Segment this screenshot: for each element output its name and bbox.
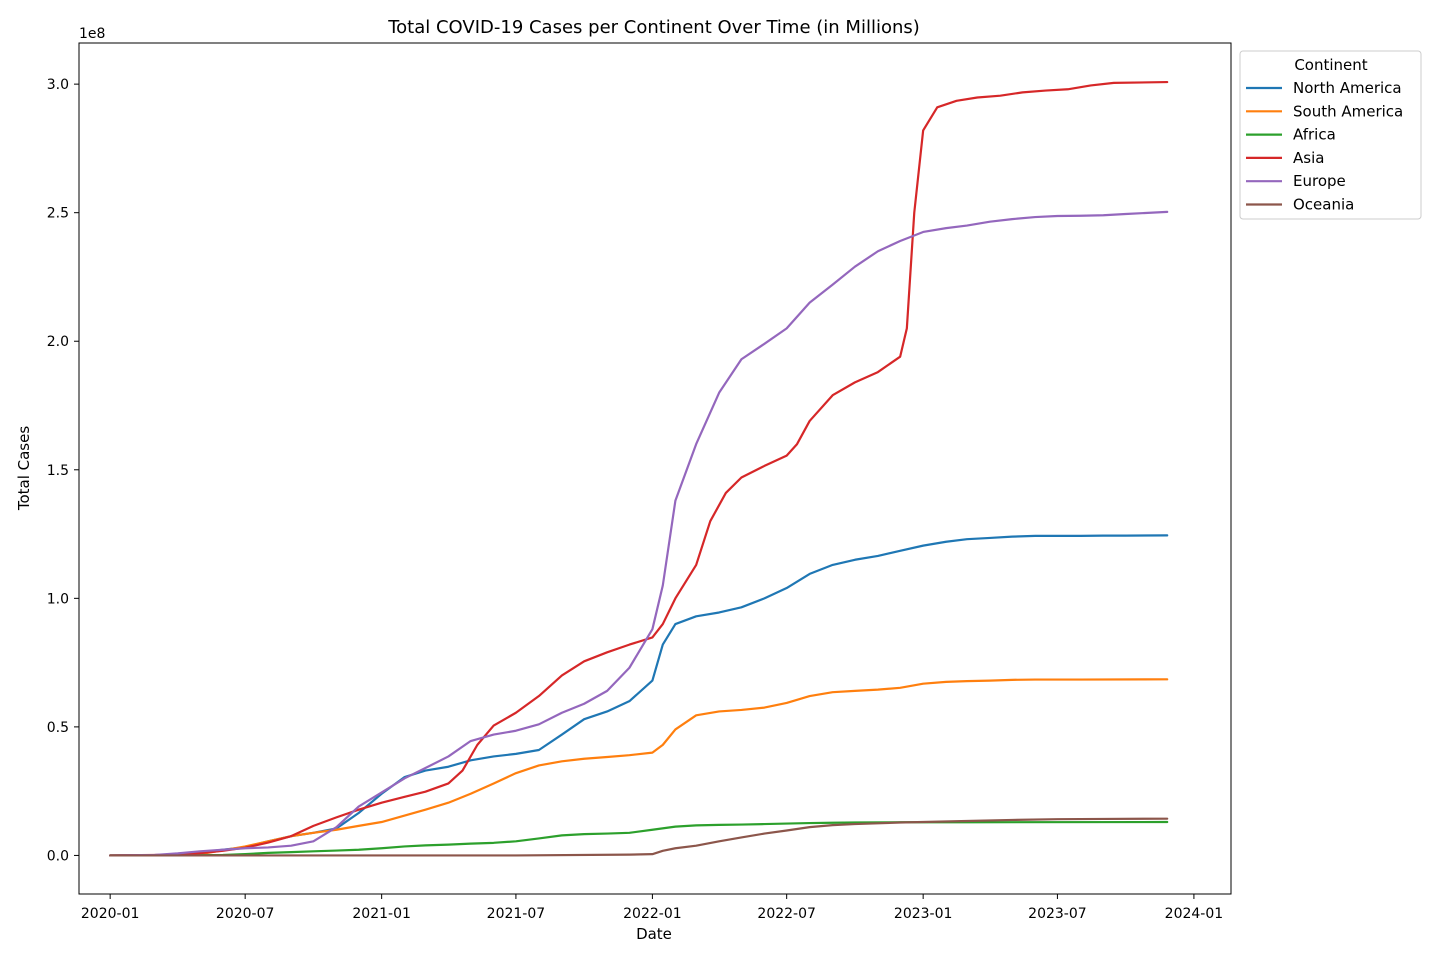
legend-label-south-america: South America [1293, 102, 1403, 120]
plot-frame [78, 42, 1232, 895]
legend-label-asia: Asia [1293, 149, 1324, 167]
legend-frame [1239, 50, 1422, 220]
x-tick-label: 2023-07 [1028, 906, 1087, 922]
series-line-africa [109, 820, 1169, 857]
y-tick-label: 1.0 [47, 591, 69, 607]
x-tick-label: 2022-07 [757, 906, 816, 922]
x-axis-title: Date [636, 925, 672, 943]
legend-label-europe: Europe [1293, 172, 1346, 190]
x-tick-label: 2021-01 [352, 906, 411, 922]
series-layer [109, 80, 1169, 857]
y-axis: 0.0 0.5 1.0 1.5 2.0 2.5 3.0 [47, 77, 79, 864]
series-line-europe [109, 210, 1169, 857]
series-line-oceania [109, 817, 1169, 857]
x-tick-label: 2022-01 [623, 906, 682, 922]
y-axis-title: Total Cases [15, 426, 33, 512]
x-tick-label: 2024-01 [1165, 906, 1224, 922]
series-line-asia [109, 80, 1169, 857]
x-tick-label: 2020-01 [81, 906, 140, 922]
y-tick-label: 2.0 [47, 334, 69, 350]
series-line-south-america [109, 678, 1169, 857]
x-axis: 2020-01 2020-07 2021-01 2021-07 2022-01 2022-… [81, 894, 1223, 922]
y-tick-label: 0.5 [47, 720, 69, 736]
chart-title: Total COVID-19 Cases per Continent Over … [387, 17, 920, 38]
y-tick-label: 1.5 [47, 463, 69, 479]
y-offset-label: 1e8 [79, 26, 105, 42]
y-tick-label: 0.0 [47, 848, 69, 864]
legend-label-africa: Africa [1293, 126, 1336, 144]
x-tick-label: 2021-07 [487, 906, 546, 922]
x-tick-label: 2023-01 [894, 906, 953, 922]
legend: Continent North America South America Afri… [1239, 50, 1422, 220]
legend-title: Continent [1294, 56, 1367, 74]
y-tick-label: 2.5 [47, 206, 69, 222]
x-tick-label: 2020-07 [216, 906, 275, 922]
legend-label-oceania: Oceania [1293, 196, 1354, 214]
y-tick-label: 3.0 [47, 77, 69, 93]
legend-label-north-america: North America [1293, 79, 1402, 97]
